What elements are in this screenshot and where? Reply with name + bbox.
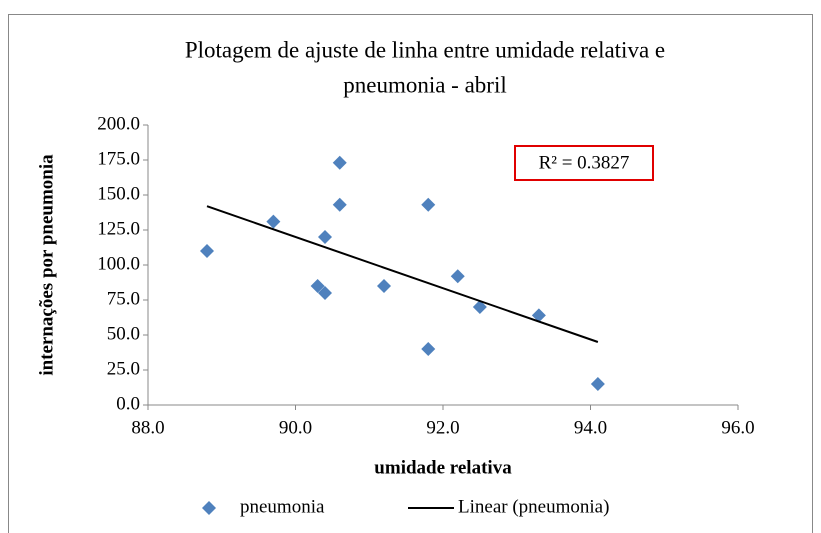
y-axis-title: internações por pneumonia <box>36 154 57 376</box>
point <box>318 230 332 244</box>
y-tick-label: 175.0 <box>97 148 140 169</box>
point <box>377 279 391 293</box>
point <box>590 377 605 391</box>
x-tick-label: 94.0 <box>574 417 607 438</box>
annotation: R² = 0.3827 <box>539 152 630 173</box>
point <box>421 342 436 356</box>
x-tick-label: 88.0 <box>131 417 164 438</box>
chart-frame <box>8 14 813 533</box>
point <box>200 244 214 258</box>
y-tick-label: 50.0 <box>107 323 140 344</box>
point <box>266 214 281 229</box>
y-tick-label: 125.0 <box>97 218 140 239</box>
x-tick-label: 96.0 <box>721 417 754 438</box>
legend-marker <box>202 501 216 515</box>
point <box>332 197 347 212</box>
legend-label: pneumonia <box>240 496 325 517</box>
point <box>531 308 546 323</box>
trend-line <box>206 205 599 343</box>
y-tick-label: 200.0 <box>97 113 140 134</box>
y-tick-label: 150.0 <box>97 183 140 204</box>
y-tick-label: 75.0 <box>107 288 140 309</box>
point <box>450 269 465 284</box>
legend-label: Linear (pneumonia) <box>458 496 609 517</box>
point <box>310 279 325 293</box>
y-tick-label: 0.0 <box>116 393 140 414</box>
x-tick-label: 90.0 <box>279 417 312 438</box>
x-axis-title: umidade relativa <box>374 457 512 478</box>
y-tick-label: 25.0 <box>107 358 140 379</box>
chart-title: pneumonia - abril <box>343 72 507 97</box>
chart-title: Plotagem de ajuste de linha entre umidad… <box>185 37 665 62</box>
point <box>472 300 487 314</box>
x-tick-label: 92.0 <box>426 417 459 438</box>
point <box>332 155 347 170</box>
point <box>318 286 332 300</box>
point <box>421 197 436 212</box>
annotation-box <box>514 145 654 181</box>
y-tick-label: 100.0 <box>97 253 140 274</box>
